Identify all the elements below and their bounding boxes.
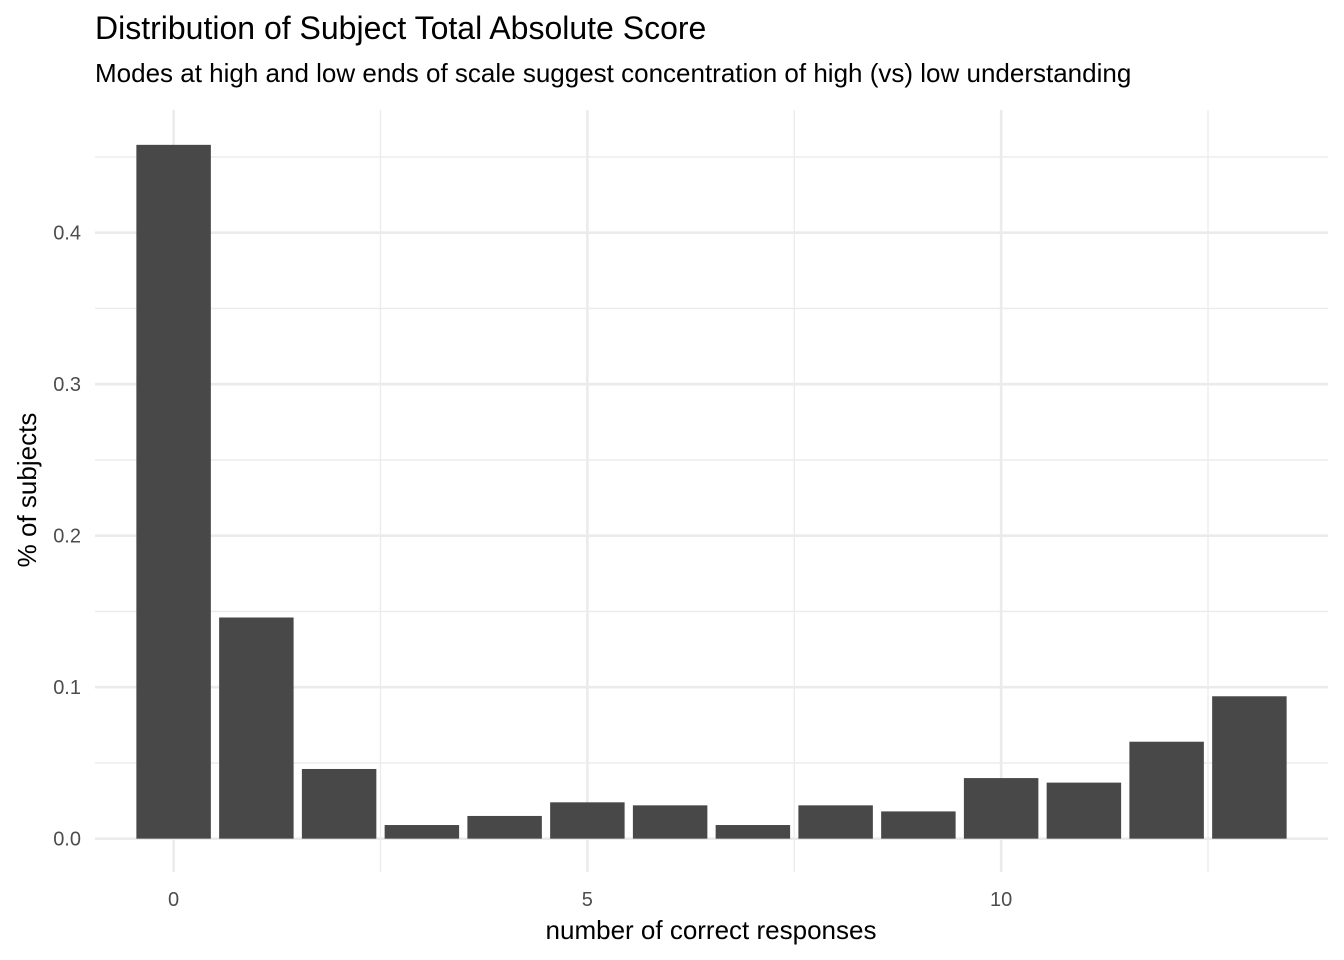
y-axis: 0.0 0.1 0.2 0.3 0.4 — [53, 223, 81, 851]
bar-6 — [632, 805, 708, 839]
y-tick-label: 0.0 — [53, 829, 81, 851]
bar-0 — [136, 144, 211, 839]
x-axis-title: number of correct responses — [546, 915, 877, 945]
x-axis: 0 5 10 — [168, 889, 1012, 911]
bar-11 — [1046, 782, 1122, 839]
bar-5 — [550, 802, 625, 839]
x-tick-label: 0 — [168, 889, 179, 911]
chart-subtitle: Modes at high and low ends of scale sugg… — [95, 58, 1131, 88]
bar-3 — [384, 825, 460, 839]
y-tick-label: 0.4 — [53, 223, 81, 245]
bar-13 — [1212, 696, 1287, 839]
bar-12 — [1129, 741, 1204, 839]
x-tick-label: 5 — [582, 889, 593, 911]
y-tick-label: 0.2 — [53, 526, 81, 548]
bar-10 — [963, 778, 1039, 839]
y-tick-label: 0.3 — [53, 374, 81, 396]
bar-7 — [715, 825, 791, 839]
bar-8 — [798, 805, 873, 839]
bar-1 — [219, 617, 294, 839]
bar-9 — [881, 811, 956, 839]
x-tick-label: 10 — [990, 889, 1012, 911]
y-axis-title: % of subjects — [12, 413, 42, 568]
bars — [136, 144, 1287, 839]
chart-title: Distribution of Subject Total Absolute S… — [95, 10, 706, 46]
y-tick-label: 0.1 — [53, 677, 81, 699]
bar-4 — [467, 815, 542, 839]
bar-2 — [301, 768, 377, 839]
